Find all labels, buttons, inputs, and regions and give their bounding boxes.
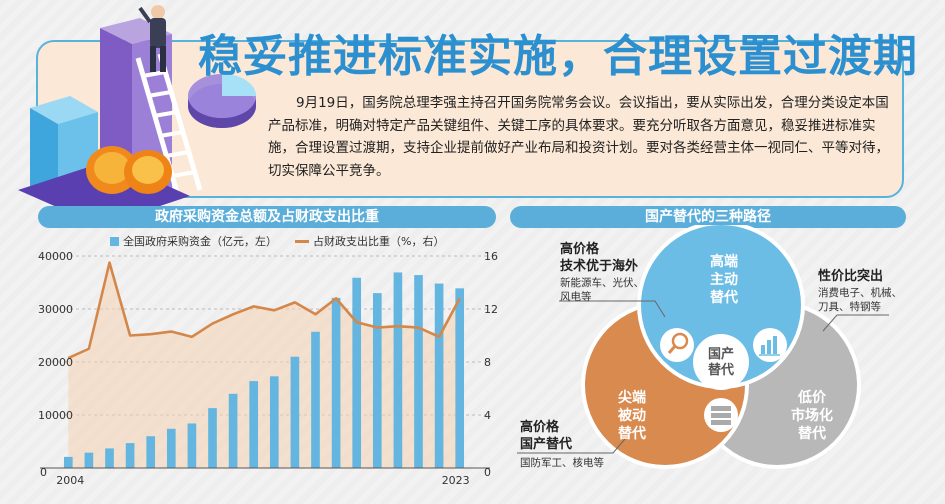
- y-right-tick-label: 16: [484, 250, 498, 263]
- magnifier-icon: [660, 328, 694, 362]
- callout-bottom-left-desc: 国防军工、核电等: [520, 457, 604, 469]
- y-right-tick-label: 4: [484, 409, 491, 422]
- y-left-tick-label: 0: [40, 466, 47, 479]
- y-right-tick-label: 12: [484, 303, 498, 316]
- label-low-price: 低价 市场化 替代: [791, 390, 833, 442]
- venn-banner: 国产替代的三种路径: [510, 206, 906, 228]
- bar-2023: [455, 288, 465, 468]
- label-high-end: 高端 主动 替代: [710, 254, 738, 306]
- bar-2014: [269, 376, 279, 468]
- callout-top-left-desc: 新能源车、光伏、 风电等: [560, 277, 644, 303]
- bar-2019: [372, 293, 382, 468]
- callout-top-right-desc: 消费电子、机械、 刀具、特钢等: [818, 287, 902, 313]
- bar-2021: [414, 275, 423, 468]
- bar-2016: [311, 331, 320, 468]
- bar-2020: [393, 272, 403, 468]
- headline: 稳妥推进标准实施，合理设置过渡期: [198, 31, 918, 82]
- legend-bar-swatch: [110, 236, 119, 246]
- bar-2017: [331, 297, 341, 468]
- bar-chart-icon: [753, 328, 787, 362]
- ratio-line: [67, 261, 461, 360]
- line-area: [68, 262, 460, 468]
- label-cutting-edge: 尖端 被动 替代: [618, 390, 646, 442]
- x-tick-label: 2023: [442, 474, 470, 487]
- procurement-chart: 0 10000 20000 30000 40000 0 4 8 12 16 2004 2023: [38, 250, 498, 487]
- x-tick-label: 2004: [56, 474, 84, 487]
- center-circle: [693, 334, 749, 390]
- venn-diagram: [517, 225, 889, 469]
- callout-bottom-left-title: 高价格 国产替代: [520, 420, 573, 452]
- bar-2004: [63, 456, 73, 468]
- y-left-tick-label: 10000: [38, 409, 73, 422]
- intro-paragraph: 9月19日，国务院总理李强主持召开国务院常务会议。会议指出，要从实际出发，合理分…: [268, 95, 889, 179]
- y-left-tick-label: 30000: [38, 303, 73, 316]
- y-left-tick-label: 20000: [38, 356, 73, 369]
- y-right-tick-label: 0: [484, 466, 491, 479]
- bar-2009: [166, 428, 176, 468]
- chart-banner: 政府采购资金总额及占财政支出比重: [38, 206, 496, 228]
- bar-2006: [105, 448, 114, 468]
- bar-2022: [434, 283, 444, 468]
- bar-2011: [208, 408, 217, 468]
- legend-bar-label: 全国政府采购资金（亿元，左）: [123, 235, 277, 248]
- header-illustration: [18, 5, 256, 225]
- bar-2008: [146, 436, 156, 468]
- label-center: 国产 替代: [707, 347, 734, 378]
- callout-top-right-title: 性价比突出: [818, 269, 884, 284]
- legend-line-label: 占财政支出比重（%，右）: [313, 235, 445, 248]
- server-icon: [704, 398, 738, 432]
- bar-2007: [125, 443, 135, 468]
- bar-2012: [228, 393, 238, 468]
- bar-2015: [290, 356, 300, 468]
- legend-line-swatch: [295, 239, 309, 243]
- bar-2013: [249, 381, 259, 468]
- callout-top-left-title: 高价格 技术优于海外: [560, 242, 639, 274]
- bar-2010: [187, 423, 197, 468]
- bar-2005: [84, 452, 94, 468]
- y-right-tick-label: 8: [484, 356, 491, 369]
- y-left-tick-label: 40000: [38, 250, 73, 263]
- bar-2018: [352, 277, 362, 468]
- chart-legend: 全国政府采购资金（亿元，左） 占财政支出比重（%，右）: [110, 233, 444, 249]
